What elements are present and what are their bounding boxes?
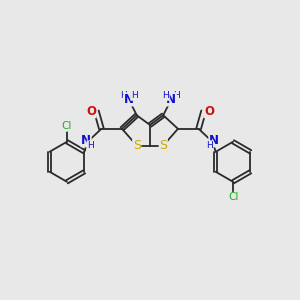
Text: Cl: Cl <box>61 121 72 131</box>
Text: N: N <box>81 134 91 147</box>
Text: H: H <box>87 141 94 150</box>
Text: H: H <box>131 91 137 100</box>
Text: N: N <box>124 93 134 106</box>
Text: H: H <box>120 91 127 100</box>
Text: N: N <box>166 93 176 106</box>
Text: N: N <box>209 134 219 147</box>
Text: H: H <box>173 91 180 100</box>
Text: S: S <box>159 139 167 152</box>
Text: Cl: Cl <box>228 192 239 203</box>
Text: H: H <box>163 91 169 100</box>
Text: H: H <box>206 141 213 150</box>
Text: S: S <box>133 139 141 152</box>
Text: O: O <box>204 105 214 118</box>
Text: O: O <box>86 105 96 118</box>
